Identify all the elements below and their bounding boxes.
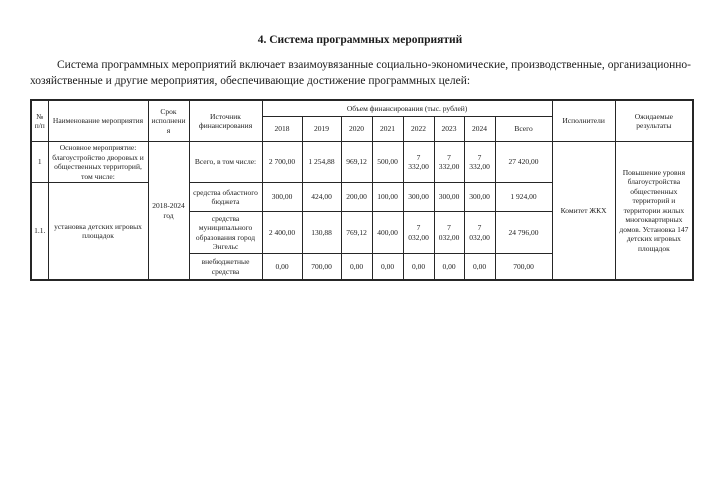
header-executors: Исполнители xyxy=(551,99,616,142)
intro-paragraph: Система программных мероприятий включает… xyxy=(30,59,691,87)
cell-value: 7 332,00 xyxy=(433,141,465,183)
header-source: Источник финансирования xyxy=(188,99,263,142)
cell-value: 2 400,00 xyxy=(261,211,303,254)
cell-source: внебюджетные средства xyxy=(188,253,263,281)
cell-value: 2 700,00 xyxy=(261,141,303,183)
cell-value: 424,00 xyxy=(301,182,342,212)
header-term: Срок исполнения xyxy=(147,99,190,142)
header-num: № п/п xyxy=(30,99,49,142)
cell-value: 0,00 xyxy=(433,253,465,281)
cell-value: 700,00 xyxy=(301,253,342,281)
header-year-2022: 2022 xyxy=(402,116,435,142)
cell-value: 0,00 xyxy=(261,253,303,281)
header-funding-group: Объем финансирования (тыс. рублей) xyxy=(261,99,553,117)
table-row-municipal-budget: средства муниципального образования горо… xyxy=(31,211,693,254)
cell-value: 300,00 xyxy=(402,182,435,212)
header-year-total: Всего xyxy=(494,116,553,142)
cell-value: 400,00 xyxy=(371,211,404,254)
cell-value: 100,00 xyxy=(371,182,404,212)
cell-executors: Комитет ЖКХ xyxy=(551,141,616,281)
cell-value: 7 032,00 xyxy=(402,211,435,254)
cell-source: средства муниципального образования горо… xyxy=(188,211,263,254)
cell-term: 2018-2024 год xyxy=(147,141,190,281)
table-header-row-1: № п/п Наименование мероприятия Срок испо… xyxy=(30,99,694,142)
cell-value: 0,00 xyxy=(340,253,373,281)
page-title: 4. Система программных мероприятий xyxy=(257,34,463,46)
cell-value: 0,00 xyxy=(371,253,404,281)
cell-main-name: Основное мероприятие: благоустройство дв… xyxy=(47,141,149,183)
header-year-2020: 2020 xyxy=(340,116,373,142)
cell-value: 7 332,00 xyxy=(463,141,496,183)
cell-value: 300,00 xyxy=(433,182,465,212)
table-row-main: 1 Основное мероприятие: благоустройство … xyxy=(30,141,694,281)
table-row-regional-budget: 1.1. установка детских игровых площадок … xyxy=(30,182,693,281)
cell-sub-name: установка детских игровых площадок xyxy=(47,182,149,281)
header-year-2024: 2024 xyxy=(463,116,496,142)
cell-source: средства областного бюджета xyxy=(188,182,263,212)
header-year-2023: 2023 xyxy=(433,116,465,142)
table-row-extrabudget: внебюджетные средства 0,00 700,00 0,00 0… xyxy=(31,253,693,281)
table-header-row-2: 2018 2019 2020 2021 2022 2023 2024 Всего xyxy=(31,116,693,142)
cell-source-total: Всего, в том числе: xyxy=(188,141,263,183)
cell-results: Повышение уровня благоустройства обществ… xyxy=(614,141,694,281)
cell-value: 969,12 xyxy=(340,141,373,183)
cell-value: 200,00 xyxy=(340,182,373,212)
cell-value-total: 27 420,00 xyxy=(494,141,553,183)
cell-value: 7 032,00 xyxy=(433,211,465,254)
cell-value-total: 24 796,00 xyxy=(494,211,553,254)
cell-value: 7 332,00 xyxy=(402,141,435,183)
cell-value: 1 254,88 xyxy=(301,141,342,183)
header-year-2019: 2019 xyxy=(301,116,342,142)
cell-value: 130,88 xyxy=(301,211,342,254)
header-year-2021: 2021 xyxy=(371,116,404,142)
cell-num: 1.1. xyxy=(30,182,49,281)
header-name: Наименование мероприятия xyxy=(47,99,149,142)
cell-num: 1 xyxy=(30,141,49,183)
cell-value-total: 1 924,00 xyxy=(494,182,553,212)
cell-value: 7 032,00 xyxy=(463,211,496,254)
header-results: Ожидаемые результаты xyxy=(614,99,694,142)
cell-value: 0,00 xyxy=(463,253,496,281)
cell-value: 300,00 xyxy=(463,182,496,212)
cell-value: 500,00 xyxy=(371,141,404,183)
program-measures-table: № п/п Наименование мероприятия Срок испо… xyxy=(30,99,695,281)
cell-value: 769,12 xyxy=(340,211,373,254)
header-year-2018: 2018 xyxy=(261,116,303,142)
cell-value-total: 700,00 xyxy=(494,253,553,281)
cell-value: 0,00 xyxy=(402,253,435,281)
cell-value: 300,00 xyxy=(261,182,303,212)
